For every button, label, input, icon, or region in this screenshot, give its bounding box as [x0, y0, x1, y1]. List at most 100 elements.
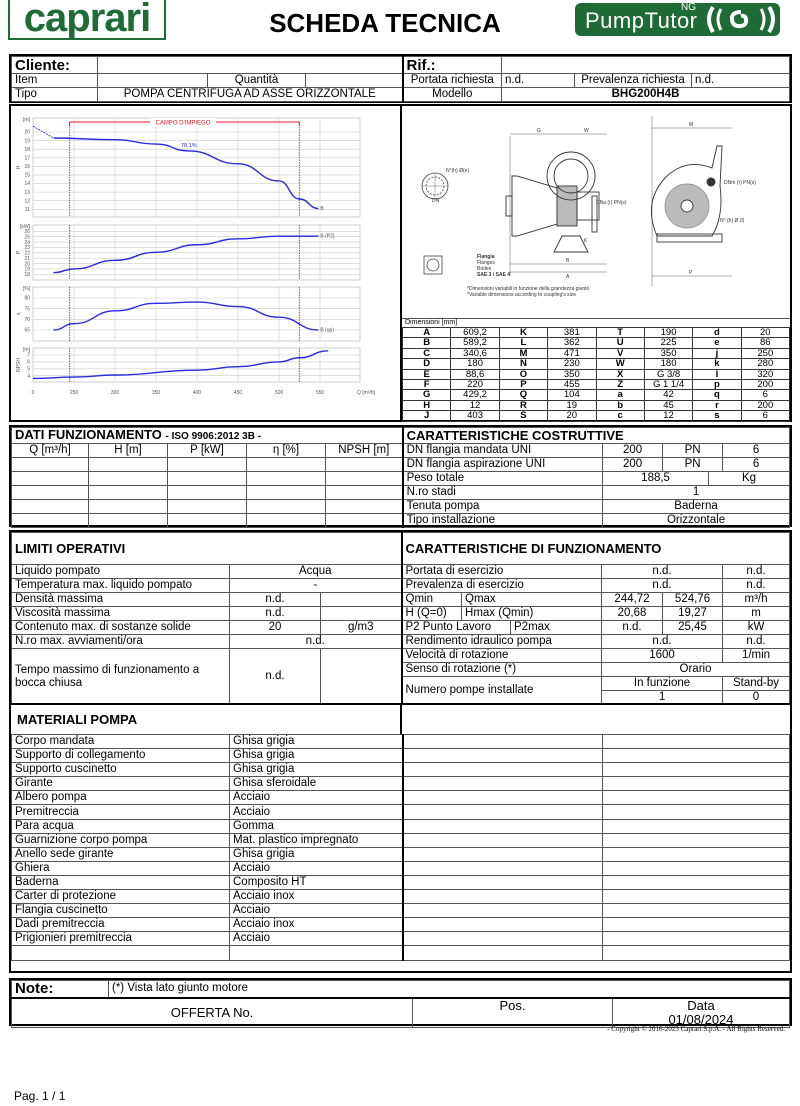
dimension-key: U — [595, 337, 645, 349]
peso-label: Peso totale — [401, 471, 604, 486]
dimension-key: T — [595, 326, 645, 339]
dimension-value: 250 — [740, 347, 791, 360]
dimension-key: D — [401, 358, 452, 370]
dimension-value: 589,2 — [450, 337, 500, 349]
p-unit: kW — [722, 620, 790, 635]
dimension-value: 6 — [740, 410, 791, 422]
densita-value: n.d. — [229, 592, 321, 607]
material-component: Guarnizione corpo pompa — [11, 832, 230, 848]
dimension-key: V — [595, 347, 645, 360]
dimension-value: 88,6 — [450, 368, 500, 381]
dimension-key: G — [401, 389, 452, 401]
material-empty-cell — [602, 804, 790, 820]
dimension-value: 403 — [450, 410, 500, 422]
chart-panel — [32, 117, 361, 218]
dimension-key: k — [692, 358, 742, 370]
dimension-value: 220 — [450, 379, 500, 391]
dn-aspirazione: 200 — [602, 457, 664, 472]
dimension-key: B — [401, 337, 452, 349]
material-component: Corpo mandata — [11, 733, 230, 750]
p2-value: n.d. — [601, 620, 664, 635]
material-value: Acciaio — [229, 804, 403, 820]
y-tick-label: 19 — [24, 267, 30, 273]
drawing-note-it: *Dimensioni variabili in funzione della … — [467, 286, 590, 292]
label-a: A — [566, 274, 570, 280]
material-empty-cell — [401, 889, 603, 905]
material-empty-cell — [602, 776, 790, 792]
x-axis-label: Q [m³/h] — [357, 390, 376, 396]
dimension-key: s — [692, 410, 742, 422]
stadi-label: N.ro stadi — [401, 485, 604, 500]
label-brides: Brides — [477, 266, 492, 272]
material-component: Baderna — [11, 874, 230, 891]
liquido-label: Liquido pompato — [11, 564, 230, 579]
solidi-label: Contenuto max. di sostanze solide — [11, 620, 230, 635]
p2-label: P2 Punto Lavoro — [400, 620, 512, 635]
y-tick-label: 7 — [27, 353, 30, 359]
dimension-value: 381 — [547, 326, 597, 339]
dimension-value: G 1 1/4 — [643, 379, 694, 391]
qmin-label: Qmin — [400, 592, 463, 607]
material-empty-cell — [602, 917, 790, 933]
y-tick-label: 15 — [24, 173, 30, 179]
operating-range-label-bg — [150, 118, 216, 126]
pos-label: Pos. — [412, 996, 613, 1028]
portata-richiesta-value: n.d. — [501, 73, 575, 88]
in-funzione-label: In funzione — [601, 676, 724, 691]
material-empty-cell — [602, 860, 790, 876]
dimension-value: 12 — [450, 399, 500, 412]
material-empty-cell — [401, 776, 603, 792]
material-empty-cell — [401, 762, 603, 778]
material-value — [229, 945, 403, 961]
note-label: Note: — [11, 980, 109, 998]
material-empty-cell — [401, 874, 603, 891]
velocita-label: Velocità di rotazione — [400, 648, 603, 663]
modello-label: Modello — [401, 87, 502, 102]
installazione-value: Orizzontale — [602, 513, 790, 528]
material-component: Albero pompa — [11, 790, 230, 806]
dimension-row: A 609,2 K 381 T 190 d 20 — [401, 326, 791, 339]
dimension-key: X — [595, 368, 645, 381]
pn-label-2: PN — [662, 457, 724, 472]
dati-funzionamento-title: DATI FUNZIONAMENTO — [15, 427, 162, 442]
hmax-label: Hmax (Qmin) — [461, 606, 603, 621]
label-dna: DNa (r) PN(s) — [596, 200, 627, 206]
y-tick-label: 22 — [24, 251, 30, 257]
material-empty-cell — [401, 931, 603, 947]
dimension-row: J 403 S 20 c 12 s 6 — [401, 410, 791, 422]
y-tick-label: 80 — [24, 296, 30, 302]
dimension-value: 200 — [740, 379, 791, 391]
qmax-label: Qmax — [461, 592, 603, 607]
dimension-key: l — [692, 368, 742, 381]
y-tick-label: 26 — [24, 229, 30, 235]
cliente-value — [97, 56, 403, 74]
material-row: Supporto cuscinetto Ghisa grigia — [11, 762, 790, 778]
label-p: P — [689, 270, 693, 276]
materiali-section: MATERIALI POMPA Corpo mandata Ghisa grigi… — [9, 703, 792, 973]
liquido-value: Acqua — [228, 564, 403, 579]
y-axis-label: NPSH — [16, 358, 22, 372]
material-empty-cell — [401, 748, 603, 764]
y-tick-label: 18 — [24, 272, 30, 278]
senso-label: Senso di rotazione (*) — [400, 662, 603, 677]
material-empty-cell — [401, 804, 603, 820]
rendimento-unit: n.d. — [722, 634, 790, 649]
pumptutor-logo: PumpTutor NG — [575, 2, 780, 36]
data-label: Data — [687, 997, 715, 1013]
material-value: Acciaio — [229, 903, 403, 919]
material-empty-cell — [401, 733, 603, 750]
densita-label: Densità massima — [11, 592, 230, 607]
modello-value: BHG200H4B — [501, 87, 790, 102]
solidi-unit: g/m3 — [319, 620, 403, 635]
material-row: Para acqua Gomma — [11, 818, 790, 834]
material-empty-cell — [602, 889, 790, 905]
y-tick-label: 4 — [27, 373, 30, 379]
dimension-value: 45 — [643, 399, 694, 412]
material-component: Flangia cuscinetto — [11, 903, 230, 919]
material-value: Acciaio inox — [229, 917, 403, 933]
dimension-key: O — [498, 368, 549, 381]
dimension-key: q — [692, 389, 742, 401]
dimension-key: S — [498, 410, 549, 422]
col-npsh: NPSH [m] — [324, 443, 404, 458]
dimension-value: 340,6 — [450, 347, 500, 360]
